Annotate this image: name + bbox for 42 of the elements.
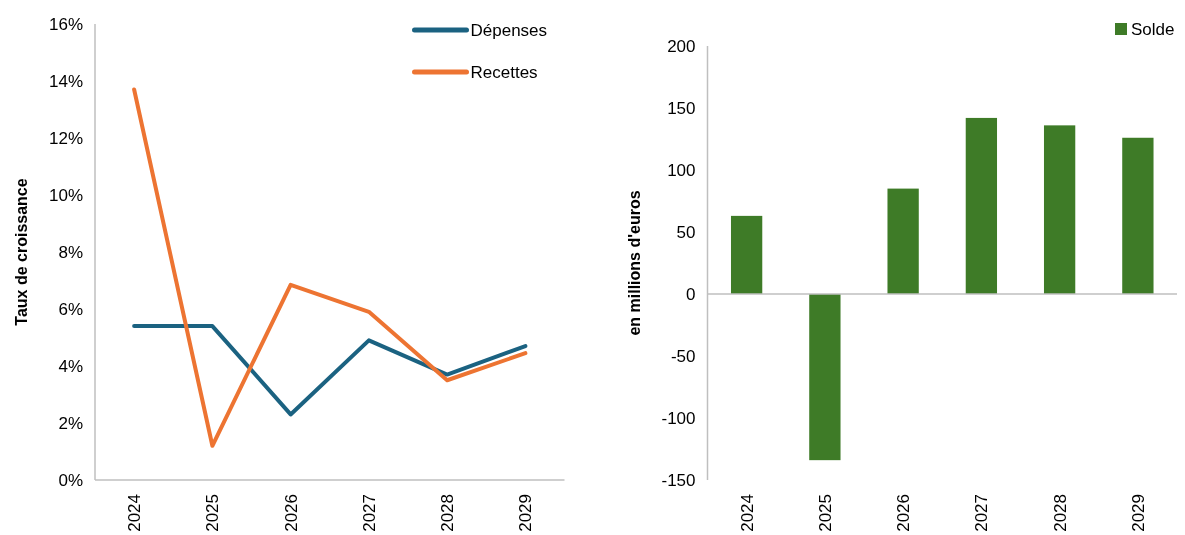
y-tick-label: 12% (48, 128, 83, 148)
y-tick-label: 0 (686, 284, 696, 304)
y-tick-label: 100 (667, 160, 696, 180)
y-tick-label: -50 (670, 346, 696, 366)
x-tick-label: 2026 (894, 494, 914, 532)
x-tick-label: 2026 (281, 494, 301, 532)
y-tick-label: 8% (58, 242, 83, 262)
line-series (132, 87, 528, 448)
y-tick-label: 14% (48, 71, 83, 91)
y-tick-label: 2% (58, 413, 83, 433)
y-tick-label: -150 (661, 470, 696, 490)
x-tick-label: 2025 (203, 494, 223, 532)
y-tick-label: 50 (676, 222, 696, 242)
x-tick-label: 2024 (125, 494, 145, 532)
bar (1122, 137, 1154, 294)
y-tick-label: 0% (58, 470, 83, 490)
x-tick-label: 2028 (438, 494, 458, 532)
y-tick-label: -100 (661, 408, 696, 428)
y-axis-title: en millions d'euros (625, 190, 643, 336)
x-tick-label: 2029 (1128, 494, 1148, 532)
y-tick-label: 4% (58, 356, 83, 376)
legend-label: Dépenses (470, 21, 548, 40)
x-tick-label: 2029 (516, 494, 536, 532)
bar (887, 188, 919, 294)
bar (965, 117, 998, 294)
x-tick-label: 2027 (972, 494, 992, 532)
bar (1043, 125, 1076, 294)
x-tick-label: 2025 (815, 494, 835, 532)
y-tick-label: 6% (58, 299, 83, 319)
bar (730, 215, 763, 294)
x-tick-label: 2027 (359, 494, 379, 532)
y-tick-label: 10% (48, 185, 83, 205)
x-tick-label: 2024 (737, 494, 757, 532)
y-tick-label: 150 (667, 98, 696, 118)
bar (809, 294, 841, 461)
y-tick-label: 16% (48, 14, 83, 34)
legend-label: Solde (1131, 20, 1175, 39)
y-tick-label: 200 (667, 36, 696, 56)
legend-label: Recettes (470, 63, 538, 82)
y-axis-title: Taux de croissance (13, 178, 30, 326)
line-series (132, 324, 528, 417)
x-tick-label: 2028 (1050, 494, 1070, 532)
